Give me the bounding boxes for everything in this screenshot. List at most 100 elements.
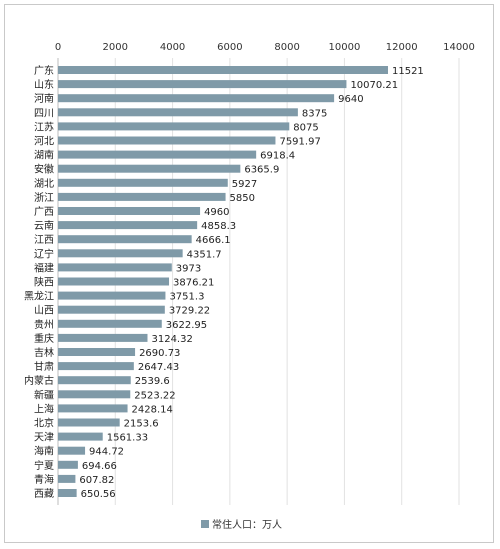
bar xyxy=(58,418,120,427)
bar xyxy=(58,66,388,74)
bar xyxy=(58,460,78,469)
value-label: 6365.9 xyxy=(244,165,279,176)
value-label: 2647.43 xyxy=(138,362,179,373)
value-label: 1561.33 xyxy=(107,433,148,444)
category-label: 四川 xyxy=(34,108,54,119)
value-label: 8375 xyxy=(302,108,327,119)
bar xyxy=(58,277,170,286)
category-label: 贵州 xyxy=(34,318,54,331)
category-label: 吉林 xyxy=(34,346,54,359)
value-label: 8075 xyxy=(293,122,318,133)
bar xyxy=(58,108,298,117)
category-label: 湖北 xyxy=(34,178,54,190)
category-label: 重庆 xyxy=(34,332,54,345)
value-label: 5850 xyxy=(230,193,255,204)
bar xyxy=(58,164,241,173)
bar xyxy=(58,178,228,187)
category-label: 辽宁 xyxy=(34,247,54,260)
category-label: 山西 xyxy=(34,305,54,317)
bar xyxy=(58,474,76,483)
value-label: 2428.14 xyxy=(132,404,173,415)
category-label: 江西 xyxy=(34,234,54,246)
bars xyxy=(58,66,388,497)
bar xyxy=(58,404,128,413)
x-tick-label: 12000 xyxy=(386,42,418,53)
value-label: 694.66 xyxy=(82,461,117,472)
bar xyxy=(58,136,276,145)
category-label: 天津 xyxy=(34,432,54,444)
bar xyxy=(58,249,183,258)
bar xyxy=(58,94,335,103)
category-label: 海南 xyxy=(34,445,54,458)
category-label: 广东 xyxy=(34,64,54,77)
value-label: 5927 xyxy=(232,179,257,190)
value-label: 4666.1 xyxy=(196,235,231,246)
category-label: 甘肃 xyxy=(34,360,54,373)
value-label: 6918.4 xyxy=(260,151,295,162)
x-tick-label: 10000 xyxy=(329,42,361,53)
category-label: 河北 xyxy=(34,136,54,148)
value-label: 10070.21 xyxy=(350,80,398,91)
legend: 常住人口：万人 xyxy=(201,518,282,531)
value-label: 4858.3 xyxy=(201,221,236,232)
bar xyxy=(58,305,165,314)
bar xyxy=(58,192,226,201)
category-label: 云南 xyxy=(34,219,54,232)
x-tick-label: 8000 xyxy=(274,42,299,53)
value-label: 944.72 xyxy=(89,447,124,458)
category-label: 上海 xyxy=(34,402,54,415)
value-label: 3622.95 xyxy=(166,320,207,331)
category-label: 江苏 xyxy=(34,120,54,133)
value-label: 3973 xyxy=(176,263,201,274)
category-label: 河南 xyxy=(34,92,54,105)
category-label: 湖南 xyxy=(34,149,54,162)
value-label: 2539.6 xyxy=(135,376,170,387)
category-label: 青海 xyxy=(34,473,54,486)
bar xyxy=(58,333,148,342)
value-label: 4960 xyxy=(204,207,229,218)
bar xyxy=(58,235,192,244)
category-label: 内蒙古 xyxy=(24,374,54,387)
category-label: 宁夏 xyxy=(34,459,54,472)
bar xyxy=(58,221,198,230)
x-tick-label: 0 xyxy=(55,42,61,53)
category-label: 福建 xyxy=(34,261,54,274)
category-label: 广西 xyxy=(34,206,54,218)
value-label: 3729.22 xyxy=(169,306,210,317)
value-label: 7591.97 xyxy=(279,137,320,148)
category-label: 安徽 xyxy=(34,163,54,176)
bar xyxy=(58,150,257,159)
bar xyxy=(58,432,103,441)
legend-label: 常住人口：万人 xyxy=(212,518,282,531)
category-label: 山东 xyxy=(34,78,54,91)
category-label: 新疆 xyxy=(34,388,54,401)
value-label: 4351.7 xyxy=(187,249,222,260)
bar xyxy=(58,207,201,215)
x-tick-label: 14000 xyxy=(443,42,475,53)
value-label: 9640 xyxy=(338,94,363,105)
value-label: 11521 xyxy=(392,66,424,77)
x-tick-label: 6000 xyxy=(217,42,242,53)
value-label: 3876.21 xyxy=(173,278,214,289)
value-label: 3124.32 xyxy=(151,334,192,345)
bar xyxy=(58,376,131,385)
bar xyxy=(58,263,172,272)
bar xyxy=(58,446,86,455)
category-label: 黑龙江 xyxy=(24,290,54,303)
category-label: 西藏 xyxy=(34,488,54,500)
category-label: 北京 xyxy=(34,417,54,430)
value-label: 650.56 xyxy=(81,489,116,500)
bar xyxy=(58,489,77,497)
value-labels: 11521 10070.21 9640 8375 8075 7591.97 6918.4 63… xyxy=(79,66,423,500)
bar xyxy=(58,80,347,89)
bar xyxy=(58,122,290,131)
chart-frame xyxy=(4,4,494,543)
bar xyxy=(58,291,166,300)
category-label: 陕西 xyxy=(34,276,54,289)
value-label: 607.82 xyxy=(79,475,114,486)
legend-swatch xyxy=(201,520,209,528)
bar xyxy=(58,319,162,328)
value-label: 2153.6 xyxy=(124,419,159,430)
value-label: 2523.22 xyxy=(134,390,175,401)
